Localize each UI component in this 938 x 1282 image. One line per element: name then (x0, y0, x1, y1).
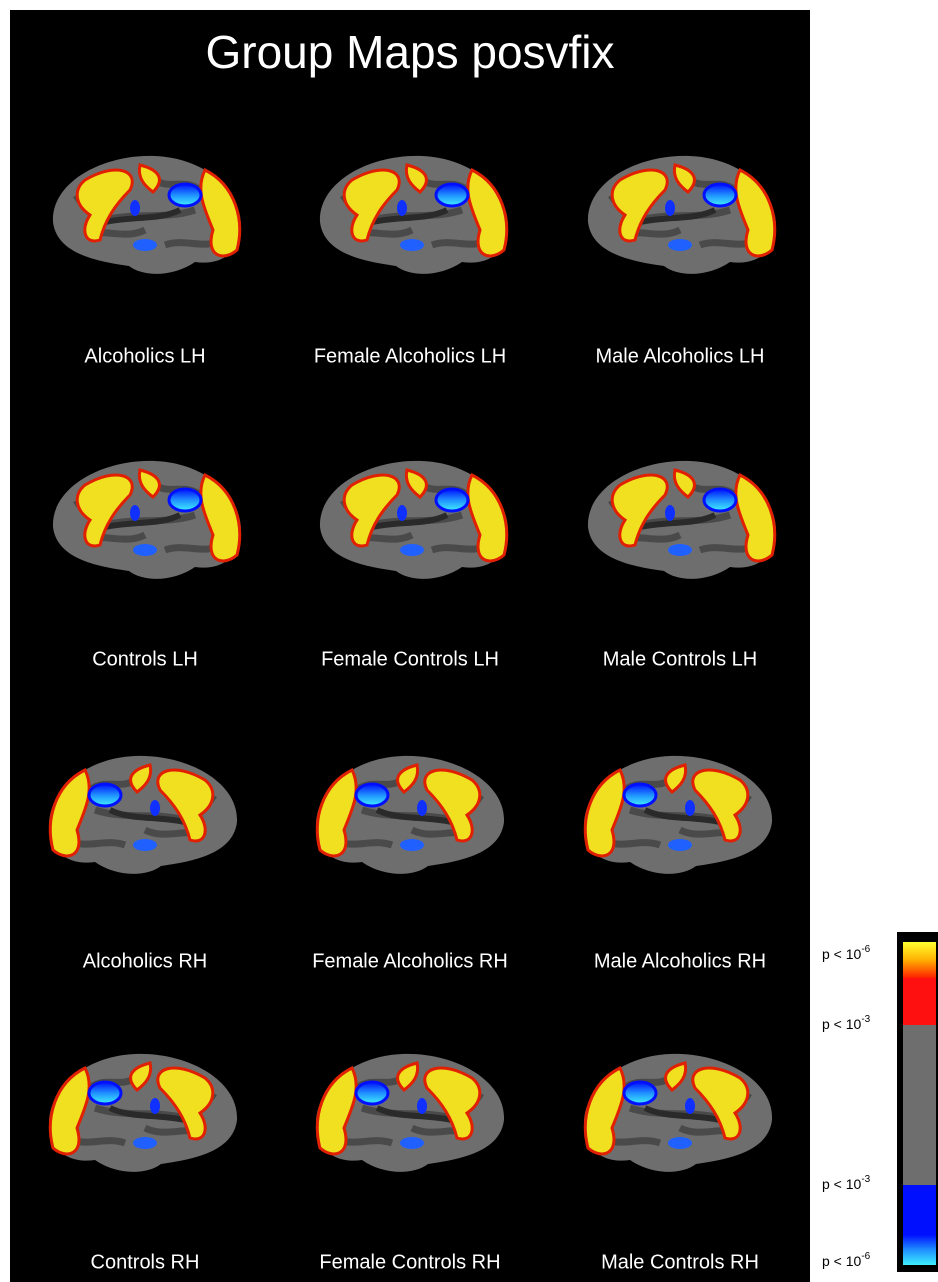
colorbar-label-exponent: -3 (861, 1014, 870, 1025)
colorbar-label-base: p < 10 (822, 1016, 862, 1032)
panel-label: Male Alcoholics LH (596, 345, 765, 367)
panel-label: Female Alcoholics RH (312, 950, 508, 972)
panel-label: Female Controls LH (321, 648, 499, 670)
colorbar-label-base: p < 10 (822, 1176, 862, 1192)
colorbar (897, 932, 938, 1272)
panel-label: Female Alcoholics LH (314, 345, 506, 367)
colorbar-label: p < 10-6 (822, 944, 871, 962)
colorbar-label-exponent: -6 (861, 1251, 870, 1262)
colorbar-label: p < 10-6 (822, 1251, 871, 1269)
colorbar-label-exponent: -3 (861, 1174, 870, 1185)
panel-label: Male Controls LH (603, 648, 758, 670)
colorbar-label-base: p < 10 (822, 946, 862, 962)
colorbar-label-exponent: -6 (861, 944, 870, 955)
panel-label: Male Alcoholics RH (594, 950, 766, 972)
panel-label: Controls RH (91, 1251, 200, 1273)
figure-title: Group Maps posvfix (205, 26, 614, 78)
figure: Group Maps posvfix Alcoholics LH Female A… (0, 0, 938, 1282)
colorbar-label: p < 10-3 (822, 1174, 871, 1192)
colorbar-label-base: p < 10 (822, 1253, 862, 1269)
panel-label: Alcoholics RH (83, 950, 207, 972)
panel-label: Male Controls RH (601, 1251, 759, 1273)
panel-label: Alcoholics LH (84, 345, 205, 367)
panel-label: Female Controls RH (319, 1251, 500, 1273)
colorbar-label: p < 10-3 (822, 1014, 871, 1032)
panel-label: Controls LH (92, 648, 198, 670)
